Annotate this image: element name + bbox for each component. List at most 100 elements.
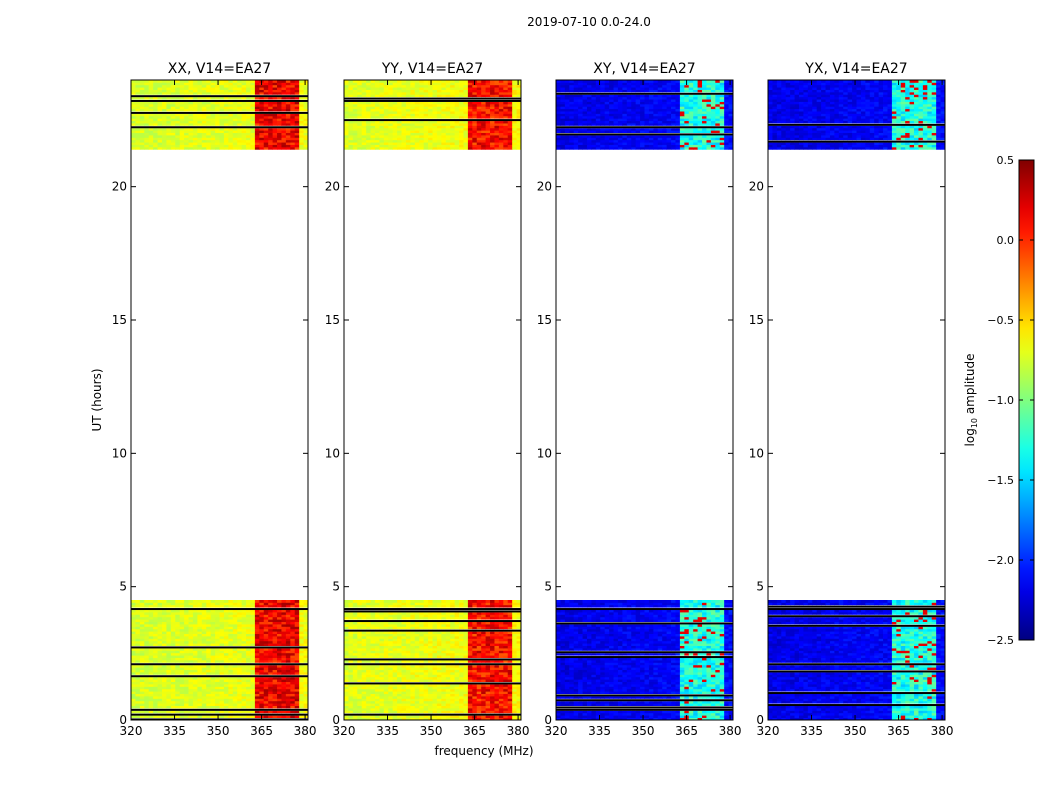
data-cell: [498, 700, 504, 704]
data-cell: [139, 672, 145, 675]
data-cell: [192, 619, 198, 622]
data-cell: [223, 84, 229, 88]
data-cell: [223, 137, 229, 141]
data-cell: [144, 137, 150, 141]
data-cell: [215, 115, 220, 119]
data-cell: [507, 691, 513, 694]
data-cell: [179, 84, 185, 88]
data-cell: [383, 660, 389, 663]
y-tick-label: 10: [112, 446, 127, 460]
data-cell: [366, 708, 371, 711]
data-cell: [285, 698, 291, 702]
data-cell: [290, 609, 296, 613]
data-cell: [303, 621, 308, 625]
data-cell: [294, 108, 300, 112]
data-cell: [179, 101, 185, 105]
data-cell: [192, 624, 198, 627]
data-cell: [463, 676, 469, 680]
data-cell: [215, 696, 220, 699]
data-cell: [498, 638, 504, 642]
data-cell: [281, 602, 287, 606]
data-cell: [490, 679, 495, 682]
data-cell: [192, 108, 198, 112]
data-cell: [131, 705, 136, 709]
data-cell: [206, 648, 212, 651]
data-cell: [144, 118, 150, 122]
data-cell: [516, 705, 521, 709]
data-cell: [241, 631, 247, 634]
data-cell: [454, 638, 460, 642]
data-cell: [516, 638, 521, 642]
data-cell: [223, 703, 229, 706]
data-cell: [397, 672, 402, 675]
data-cell: [228, 688, 234, 692]
data-cell: [131, 640, 136, 644]
data-cell: [201, 132, 207, 136]
data-cell: [272, 123, 278, 126]
data-cell: [428, 614, 433, 618]
data-cell: [277, 679, 282, 682]
data-cell: [161, 676, 167, 680]
data-cell: [272, 612, 278, 615]
data-cell: [170, 640, 176, 644]
data-cell: [215, 626, 220, 630]
data-cell: [352, 715, 358, 718]
data-cell: [432, 640, 438, 644]
data-cell: [423, 621, 429, 625]
data-cell: [188, 130, 194, 133]
data-cell: [188, 108, 194, 112]
data-cell: [277, 130, 282, 133]
data-cell: [206, 686, 212, 690]
data-cell: [388, 684, 394, 687]
data-cell: [436, 684, 442, 687]
data-cell: [131, 621, 136, 625]
data-cell: [228, 676, 234, 680]
data-cell: [263, 705, 269, 709]
data-cell: [370, 674, 376, 678]
data-cell: [170, 604, 176, 608]
data-cell: [423, 715, 429, 718]
data-cell: [219, 631, 225, 634]
data-cell: [131, 130, 136, 133]
data-cell: [232, 698, 238, 702]
data-cell: [188, 101, 194, 105]
data-cell: [441, 655, 447, 658]
data-cell: [290, 602, 296, 606]
data-cell: [215, 684, 220, 687]
data-cell: [263, 91, 269, 95]
data-cell: [357, 633, 363, 637]
data-cell: [294, 681, 300, 685]
data-cell: [201, 600, 207, 603]
data-cell: [303, 688, 308, 692]
data-cell: [228, 134, 234, 138]
data-cell: [263, 688, 269, 692]
data-cell: [223, 681, 229, 685]
data-cell: [179, 82, 185, 86]
data-cell: [450, 715, 456, 718]
data-cell: [144, 643, 150, 646]
data-cell: [161, 703, 167, 706]
data-cell: [277, 616, 282, 620]
data-cell: [250, 118, 256, 122]
data-cell: [379, 638, 385, 642]
data-cell: [450, 669, 456, 673]
data-cell: [184, 660, 189, 663]
data-cell: [423, 708, 429, 711]
data-cell: [197, 612, 203, 615]
data-cell: [503, 636, 509, 639]
data-cell: [281, 710, 287, 714]
data-cell: [223, 96, 229, 100]
data-cell: [485, 717, 491, 720]
data-cell: [206, 676, 212, 680]
data-cell: [131, 142, 136, 145]
data-cell: [223, 686, 229, 690]
data-cell: [188, 115, 194, 119]
data-cell: [459, 655, 464, 658]
data-cell: [153, 87, 158, 90]
panel-image: [344, 80, 521, 720]
data-cell: [352, 631, 358, 634]
data-cell: [223, 123, 229, 126]
data-cell: [361, 679, 367, 682]
data-cell: [374, 626, 380, 630]
